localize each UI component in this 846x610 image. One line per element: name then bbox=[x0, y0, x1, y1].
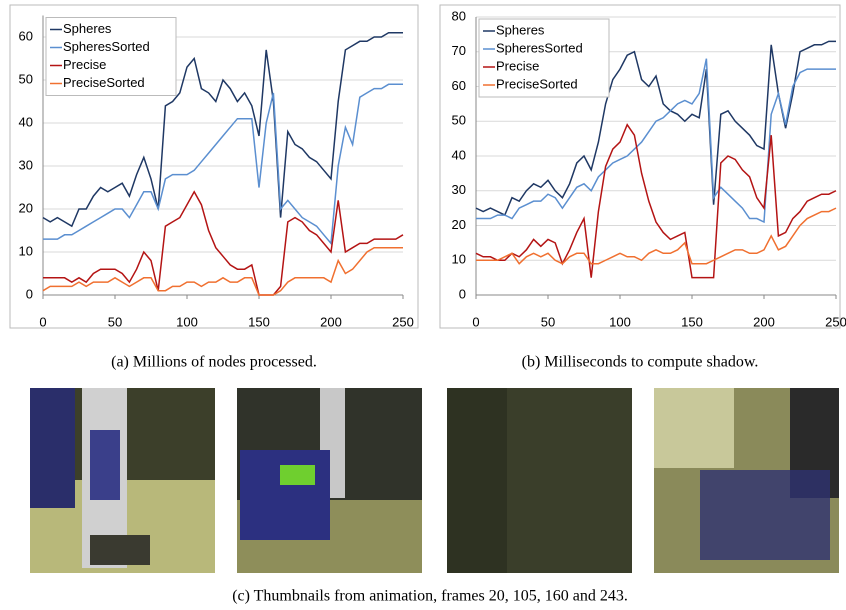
data-line bbox=[476, 58, 836, 224]
y-tick-label: 50 bbox=[19, 71, 33, 86]
legend-label: Spheres bbox=[496, 22, 545, 37]
data-line bbox=[475, 40, 836, 217]
x-tick-label: 100 bbox=[609, 314, 631, 329]
x-tick-label: 50 bbox=[541, 314, 555, 329]
caption: (a) Millions of nodes processed. bbox=[111, 354, 317, 371]
y-tick-label: 30 bbox=[452, 182, 466, 197]
y-tick-label: 60 bbox=[19, 28, 33, 43]
y-tick-label: 0 bbox=[459, 286, 466, 301]
x-tick-label: 150 bbox=[248, 314, 270, 329]
y-tick-label: 30 bbox=[19, 157, 33, 172]
data-line bbox=[43, 83, 403, 246]
y-tick-label: 20 bbox=[452, 217, 466, 232]
y-tick-label: 0 bbox=[26, 286, 33, 301]
y-tick-label: 70 bbox=[452, 43, 466, 58]
x-tick-label: 200 bbox=[753, 314, 775, 329]
legend-label: Precise bbox=[63, 57, 106, 72]
legend-box bbox=[478, 18, 610, 98]
y-tick-label: 20 bbox=[19, 200, 33, 215]
y-tick-label: 60 bbox=[452, 78, 466, 93]
y-tick-label: 40 bbox=[452, 147, 466, 162]
thumbnail bbox=[654, 388, 839, 573]
x-tick-label: 150 bbox=[681, 314, 703, 329]
x-tick-label: 0 bbox=[472, 314, 479, 329]
y-tick-label: 10 bbox=[452, 252, 466, 267]
legend-box bbox=[45, 17, 177, 96]
legend-label: SpheresSorted bbox=[496, 40, 583, 55]
y-tick-label: 50 bbox=[452, 113, 466, 128]
x-tick-label: 200 bbox=[320, 314, 342, 329]
thumbnail bbox=[447, 388, 632, 573]
x-tick-label: 250 bbox=[392, 314, 414, 329]
x-tick-label: 0 bbox=[39, 314, 46, 329]
thumbnail bbox=[237, 388, 422, 573]
legend-label: SpheresSorted bbox=[63, 39, 150, 54]
caption: (c) Thumbnails from animation, frames 20… bbox=[232, 588, 628, 605]
legend-label: PreciseSorted bbox=[63, 75, 145, 90]
data-line bbox=[43, 190, 404, 296]
thumbnail bbox=[30, 388, 215, 573]
legend-label: Spheres bbox=[63, 21, 112, 36]
caption: (b) Milliseconds to compute shadow. bbox=[522, 354, 759, 371]
y-tick-label: 10 bbox=[19, 243, 33, 258]
y-tick-label: 80 bbox=[452, 8, 466, 23]
data-line bbox=[475, 123, 837, 279]
legend-label: PreciseSorted bbox=[496, 76, 578, 91]
data-line bbox=[42, 246, 403, 296]
y-tick-label: 40 bbox=[19, 114, 33, 129]
x-tick-label: 250 bbox=[825, 314, 846, 329]
chart-frame bbox=[439, 4, 841, 329]
data-line bbox=[42, 31, 403, 228]
data-line bbox=[476, 207, 837, 265]
legend-label: Precise bbox=[496, 58, 539, 73]
x-tick-label: 100 bbox=[176, 314, 198, 329]
chart-frame bbox=[9, 4, 419, 329]
x-tick-label: 50 bbox=[108, 314, 122, 329]
